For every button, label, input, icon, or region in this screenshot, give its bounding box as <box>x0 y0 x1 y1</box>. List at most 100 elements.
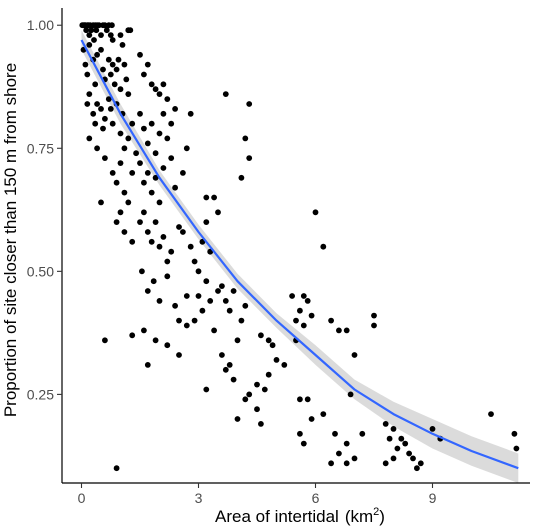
data-point <box>84 101 91 107</box>
data-point <box>168 120 175 127</box>
data-point <box>195 268 202 275</box>
data-point <box>123 76 130 83</box>
y-tick-label: 1.00 <box>27 17 54 33</box>
fit-curve <box>80 39 519 470</box>
data-point <box>195 293 202 299</box>
data-point <box>215 288 221 294</box>
data-point <box>109 120 116 127</box>
data-point <box>91 37 97 43</box>
data-point <box>152 219 159 226</box>
data-point <box>203 194 210 201</box>
data-point <box>82 61 89 68</box>
data-point <box>347 391 354 398</box>
data-point <box>429 426 436 432</box>
data-point <box>121 145 128 152</box>
data-point <box>117 130 124 137</box>
data-point <box>297 307 303 314</box>
data-point <box>207 298 214 304</box>
data-point <box>144 140 151 147</box>
data-point <box>127 27 134 34</box>
data-point <box>273 357 280 363</box>
data-point <box>215 209 221 216</box>
data-point <box>125 91 132 97</box>
data-point <box>117 209 124 216</box>
data-point <box>511 430 518 437</box>
data-point <box>191 258 198 265</box>
data-point <box>297 430 303 437</box>
data-point <box>176 352 182 358</box>
data-point <box>109 37 116 43</box>
data-point <box>119 42 126 48</box>
data-point <box>336 327 342 334</box>
data-point <box>289 293 295 299</box>
data-point <box>168 248 175 255</box>
data-point <box>105 56 112 63</box>
data-point <box>98 106 104 112</box>
data-point <box>137 219 143 226</box>
data-point <box>219 283 225 289</box>
data-point <box>107 32 114 38</box>
data-point <box>343 327 350 334</box>
data-point <box>265 371 272 378</box>
x-tick-label: 6 <box>312 490 320 506</box>
data-point <box>386 435 393 442</box>
data-point <box>180 170 186 176</box>
axes <box>57 8 530 488</box>
data-point <box>100 66 106 73</box>
data-point <box>187 243 194 250</box>
data-point <box>359 430 366 437</box>
data-point <box>191 317 198 324</box>
data-point <box>238 317 245 324</box>
data-point <box>219 352 225 358</box>
data-point <box>86 91 93 97</box>
data-point <box>94 51 100 58</box>
data-point <box>168 155 175 162</box>
data-point <box>103 27 110 34</box>
y-tick-label: 0.50 <box>27 263 54 279</box>
data-point <box>111 81 118 88</box>
data-point <box>113 465 120 472</box>
data-point <box>144 288 151 294</box>
data-point <box>183 322 190 329</box>
data-point <box>258 332 264 339</box>
data-point <box>203 386 210 393</box>
data-point <box>100 125 106 132</box>
data-point <box>230 288 237 294</box>
data-point <box>172 302 179 309</box>
data-point <box>230 376 237 383</box>
data-point <box>394 445 401 452</box>
confidence-band-area <box>81 30 519 483</box>
data-point <box>246 155 253 162</box>
data-point <box>113 179 120 186</box>
data-point <box>109 170 116 176</box>
data-point <box>304 298 311 304</box>
data-point <box>234 337 241 344</box>
data-point <box>88 27 95 34</box>
data-point <box>172 106 179 112</box>
data-point <box>281 362 288 368</box>
data-point <box>109 22 115 29</box>
data-point <box>164 135 171 142</box>
data-point <box>513 445 520 452</box>
data-point <box>152 337 159 344</box>
data-point <box>222 366 229 373</box>
data-point <box>107 106 114 112</box>
data-point <box>297 396 303 403</box>
data-point <box>164 96 171 102</box>
data-point <box>203 278 210 285</box>
data-point <box>137 51 143 58</box>
data-point <box>144 229 151 235</box>
data-point <box>254 406 260 413</box>
data-point <box>176 317 182 324</box>
data-point <box>98 46 104 53</box>
data-point <box>410 455 416 462</box>
data-point <box>320 243 327 250</box>
data-point <box>390 455 397 462</box>
data-point <box>417 460 424 467</box>
data-point <box>258 421 264 427</box>
data-point <box>160 234 167 240</box>
data-point <box>117 160 124 167</box>
data-point <box>102 337 108 344</box>
data-point <box>183 145 190 152</box>
